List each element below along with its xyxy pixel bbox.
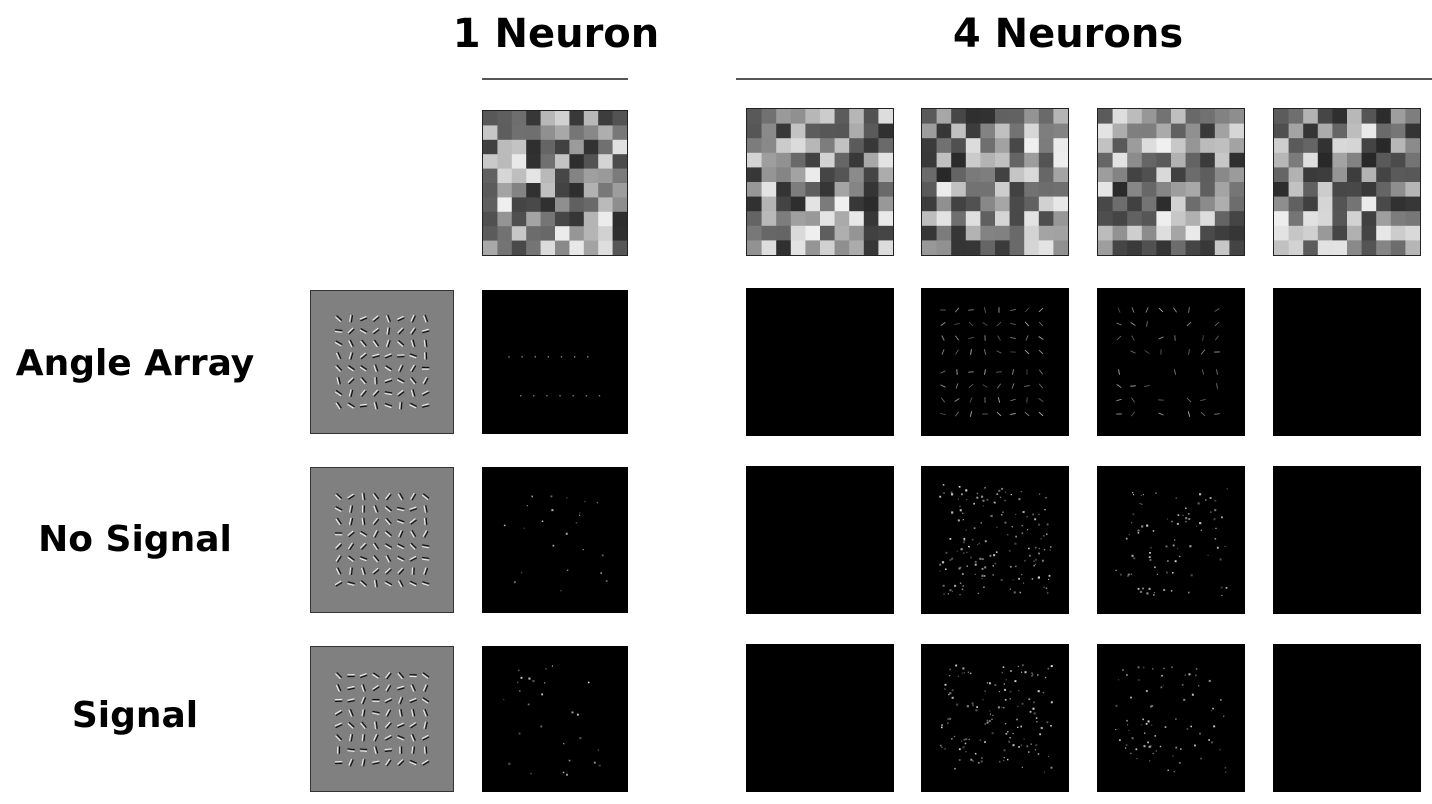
activation-angle-array-neuron-4 — [1273, 288, 1421, 436]
weights-4-neurons-3-icon — [1097, 108, 1245, 256]
weights-4-neurons-1-icon — [746, 108, 894, 256]
weights-4-neurons-2-icon — [921, 108, 1069, 256]
activation-angle-array-1-neuron — [482, 290, 628, 434]
activation-no-signal-neuron-4 — [1273, 466, 1421, 614]
stimulus-angle-array-icon — [310, 290, 454, 434]
activation-signal-1-neuron — [482, 646, 628, 792]
row-label-signal: Signal — [71, 695, 199, 736]
column-title-1-neuron: 1 Neuron — [452, 11, 660, 57]
activation-no-signal-neuron-1 — [746, 466, 894, 614]
activation-signal-neuron-4 — [1273, 644, 1421, 792]
activation-signal-neuron-1 — [746, 644, 894, 792]
stimulus-signal-icon — [310, 646, 454, 792]
stimulus-no-signal-icon — [310, 467, 454, 613]
column-rule-1-neuron — [482, 78, 628, 80]
activation-no-signal-neuron-2 — [921, 466, 1069, 614]
row-label-angle-array: Angle Array — [15, 343, 255, 384]
column-rule-4-neurons — [736, 78, 1432, 80]
column-title-4-neurons: 4 Neurons — [952, 11, 1184, 57]
activation-no-signal-1-neuron — [482, 467, 628, 613]
activation-signal-neuron-2 — [921, 644, 1069, 792]
activation-angle-array-neuron-3 — [1097, 288, 1245, 436]
row-label-no-signal: No Signal — [38, 519, 232, 560]
activation-angle-array-neuron-1 — [746, 288, 894, 436]
activation-angle-array-neuron-2 — [921, 288, 1069, 436]
activation-signal-neuron-3 — [1097, 644, 1245, 792]
weights-1-neuron-icon — [482, 110, 628, 256]
weights-4-neurons-4-icon — [1273, 108, 1421, 256]
activation-no-signal-neuron-3 — [1097, 466, 1245, 614]
